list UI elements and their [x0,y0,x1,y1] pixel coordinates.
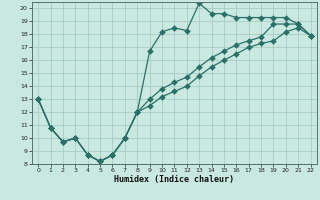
X-axis label: Humidex (Indice chaleur): Humidex (Indice chaleur) [115,175,234,184]
